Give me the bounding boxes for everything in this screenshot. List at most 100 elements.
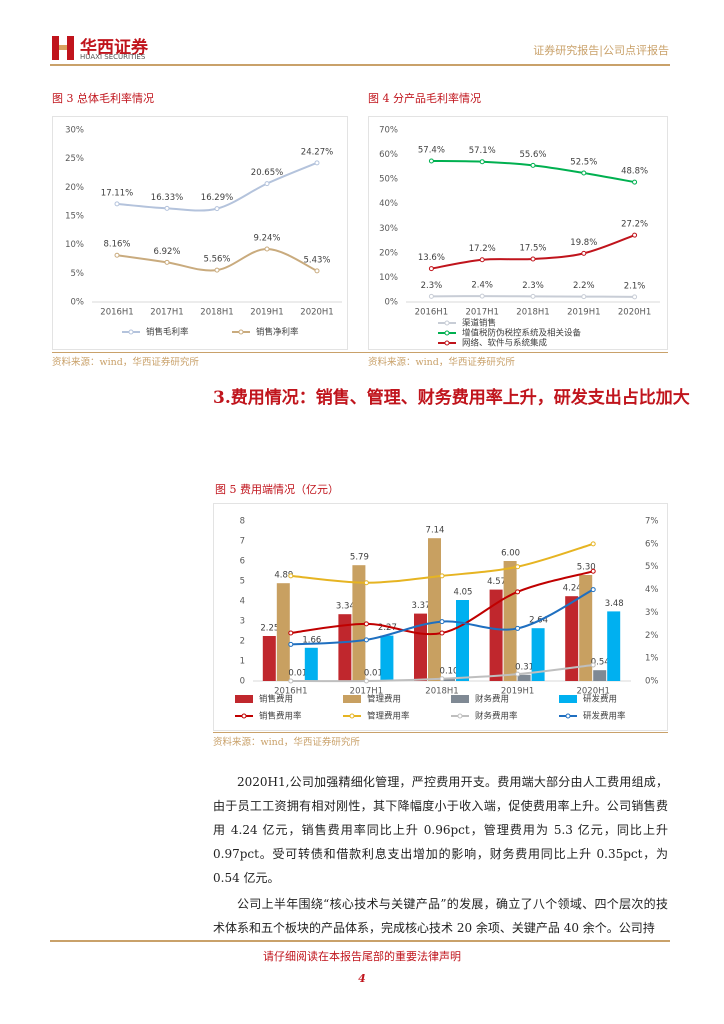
- y-tick-label: 3: [240, 617, 245, 627]
- data-label: 24.27%: [301, 147, 333, 157]
- legend-marker: [444, 320, 450, 326]
- legend-label: 研发费用率: [583, 711, 626, 722]
- y-tick-label: 30%: [379, 224, 398, 234]
- bar: [414, 613, 427, 681]
- y-tick-label: 60%: [379, 150, 398, 160]
- legend-label: 增值税防伪税控系统及相关设备: [462, 328, 582, 339]
- data-label: 3.48: [605, 599, 624, 609]
- data-label: 55.6%: [519, 150, 546, 160]
- data-label: 2.1%: [624, 281, 646, 291]
- legend-swatch: [559, 695, 577, 703]
- marker: [439, 630, 445, 636]
- figure-source: 资料来源：wind，华西证券研究所: [368, 357, 515, 368]
- legend-label: 销售费用率: [259, 711, 302, 722]
- y2-tick-label: 0%: [645, 677, 659, 687]
- data-label: 0.10: [440, 667, 459, 677]
- y2-tick-label: 7%: [645, 517, 659, 527]
- marker: [632, 179, 638, 185]
- marker: [428, 158, 434, 164]
- x-tick-label: 2016H1: [100, 308, 133, 318]
- marker: [439, 619, 445, 625]
- y-tick-label: 40%: [379, 199, 398, 209]
- bar: [579, 575, 593, 681]
- marker: [530, 256, 536, 262]
- data-label: 17.2%: [469, 244, 496, 254]
- x-tick-label: 2020H1: [576, 687, 609, 697]
- section-title: 3.费用情况：销售、管理、财务费用率上升，研发支出占比加大: [213, 388, 690, 408]
- marker: [288, 641, 294, 647]
- legend-label: 研发费用: [583, 694, 617, 705]
- legend-marker: [444, 340, 450, 346]
- marker: [428, 293, 434, 299]
- y-tick-label: 0%: [385, 298, 399, 308]
- y-tick-label: 2: [240, 637, 245, 647]
- y-tick-label: 20%: [379, 248, 398, 258]
- paragraph: 公司上半年围绕“核心技术与关键产品”的发展，确立了八个领域、四个层次的技术体系和…: [213, 897, 668, 935]
- marker: [363, 621, 369, 627]
- data-label: 6.92%: [153, 247, 180, 257]
- marker: [515, 589, 521, 595]
- marker: [288, 678, 294, 684]
- disclaimer: 请仔细阅读在本报告尾部的重要法律声明: [263, 950, 461, 963]
- chart: 0% 5% 10% 15% 20% 25% 30% 2016H1 2017H1 2018H1 201…: [52, 116, 348, 350]
- bar: [517, 674, 531, 681]
- y-tick-label: 1: [240, 657, 245, 667]
- y-tick-label: 6: [240, 557, 245, 567]
- marker: [581, 170, 587, 176]
- marker: [590, 587, 596, 593]
- legend-label: 销售费用: [259, 694, 293, 705]
- bar: [607, 611, 621, 681]
- bar: [503, 561, 517, 681]
- bar: [442, 679, 455, 681]
- marker: [428, 266, 434, 272]
- figure-source: 资料来源：wind，华西证券研究所: [213, 737, 360, 748]
- data-label: 20.65%: [251, 168, 283, 178]
- marker: [515, 625, 521, 631]
- data-label: 5.79: [350, 553, 369, 563]
- legend-label: 网络、软件与系统集成: [462, 338, 548, 349]
- marker: [314, 268, 320, 274]
- y-tick-label: 15%: [65, 212, 84, 222]
- legend-swatch: [235, 695, 253, 703]
- marker: [530, 293, 536, 299]
- y-tick-label: 10%: [379, 273, 398, 283]
- marker: [515, 671, 521, 677]
- rule: [213, 732, 668, 733]
- bar: [276, 583, 290, 681]
- x-tick-label: 2017H1: [150, 308, 183, 318]
- marker: [581, 250, 587, 256]
- logo-icon: [52, 36, 74, 60]
- figure-caption: 图 5 费用端情况（亿元）: [215, 483, 339, 496]
- data-label: 16.29%: [201, 193, 233, 203]
- data-label: 4.24: [563, 584, 582, 594]
- figure-caption: 图 4 分产品毛利率情况: [368, 92, 481, 105]
- marker: [264, 246, 270, 252]
- y2-tick-label: 1%: [645, 654, 659, 664]
- data-label: 1.66: [302, 635, 321, 645]
- data-label: 0.54: [591, 658, 610, 668]
- data-label: 48.8%: [621, 167, 648, 177]
- line: [290, 588, 594, 646]
- data-label: 2.4%: [471, 281, 493, 291]
- y-tick-label: 10%: [65, 240, 84, 250]
- data-label: 2.27: [378, 623, 397, 633]
- marker: [164, 259, 170, 265]
- x-tick-label: 2019H1: [567, 308, 600, 318]
- data-label: 2.3%: [522, 281, 544, 291]
- legend-marker: [128, 329, 134, 335]
- data-label: 4.57: [487, 577, 506, 587]
- y2-tick-label: 2%: [645, 631, 659, 641]
- marker: [590, 541, 596, 547]
- data-label: 16.33%: [151, 193, 183, 203]
- data-label: 4.05: [454, 588, 473, 598]
- marker: [590, 568, 596, 574]
- legend-label: 销售毛利率: [146, 327, 189, 338]
- bar: [380, 635, 394, 681]
- page-number: 4: [358, 972, 366, 985]
- data-label: 7.14: [426, 526, 445, 536]
- marker: [581, 294, 587, 300]
- y-tick-label: 5: [240, 577, 245, 587]
- y-tick-label: 30%: [65, 126, 84, 136]
- data-label: 57.4%: [418, 145, 445, 155]
- legend-label: 销售净利率: [256, 327, 299, 338]
